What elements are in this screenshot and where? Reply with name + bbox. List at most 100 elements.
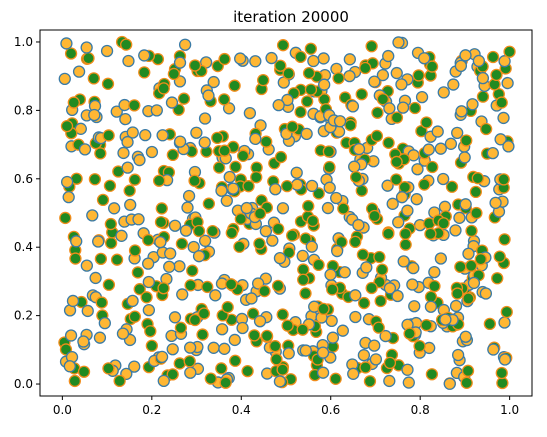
scatter-point	[503, 45, 516, 58]
scatter-point	[94, 147, 107, 160]
scatter-point	[182, 189, 196, 203]
scatter-point	[80, 41, 93, 54]
scatter-point	[188, 174, 201, 187]
scatter-point	[397, 255, 410, 268]
scatter-point	[165, 96, 179, 109]
scatter-point	[297, 273, 310, 286]
scatter-point	[88, 108, 101, 122]
scatter-point	[469, 185, 482, 199]
scatter-point	[67, 96, 80, 109]
scatter-point	[64, 47, 78, 60]
scatter-point	[428, 280, 441, 293]
scatter-point	[375, 263, 389, 276]
scatter-point	[82, 52, 95, 65]
scatter-point	[318, 78, 331, 91]
scatter-point	[108, 202, 121, 215]
scatter-point	[236, 321, 249, 335]
scatter-point	[391, 289, 404, 303]
scatter-point	[286, 120, 299, 133]
scatter-point	[233, 240, 246, 253]
scatter-point	[168, 219, 182, 232]
scatter-point	[420, 319, 433, 332]
scatter-point	[77, 335, 90, 348]
scatter-point	[437, 217, 450, 230]
scatter-point	[498, 55, 511, 68]
scatter-point	[224, 278, 238, 291]
scatter-point	[434, 252, 448, 265]
y-tick-label: 0.2	[14, 309, 33, 323]
scatter-point	[376, 93, 390, 106]
scatter-point	[234, 52, 247, 65]
scatter-point	[221, 301, 234, 314]
scatter-point	[215, 323, 229, 336]
scatter-point	[305, 240, 318, 253]
y-tick-label: 1.0	[14, 35, 33, 49]
scatter-point	[258, 284, 271, 298]
scatter-point	[207, 341, 220, 354]
scatter-point	[126, 126, 139, 139]
scatter-point	[390, 155, 403, 169]
scatter-point	[401, 204, 414, 217]
scatter-point	[115, 229, 128, 242]
scatter-point	[139, 128, 152, 142]
scatter-point	[368, 339, 381, 352]
scatter-point	[494, 133, 507, 146]
scatter-point	[347, 367, 360, 380]
scatter-point	[240, 201, 253, 215]
scatter-point	[152, 174, 166, 187]
chart-title: iteration 20000	[233, 8, 349, 26]
scatter-point	[177, 92, 191, 105]
scatter-point	[138, 49, 151, 62]
scatter-point	[502, 140, 515, 153]
scatter-point	[390, 111, 404, 124]
scatter-point	[98, 316, 111, 330]
scatter-point	[415, 90, 429, 104]
scatter-point	[253, 207, 267, 220]
scatter-point	[489, 196, 502, 210]
scatter-point	[406, 278, 419, 291]
scatter-point	[234, 212, 247, 226]
scatter-point	[323, 160, 336, 174]
scatter-point	[331, 244, 344, 258]
scatter-point	[459, 198, 472, 211]
scatter-point	[390, 173, 403, 186]
scatter-point	[179, 224, 193, 237]
scatter-point	[301, 95, 314, 108]
plot-frame	[39, 29, 533, 397]
scatter-point	[128, 173, 142, 186]
scatter-point	[413, 339, 426, 353]
scatter-point	[122, 54, 135, 68]
scatter-point	[104, 236, 118, 250]
scatter-point	[132, 213, 145, 226]
scatter-point	[218, 52, 231, 66]
scatter-point	[246, 307, 260, 320]
scatter-point	[133, 283, 146, 296]
scatter-point	[269, 183, 282, 196]
scatter-point	[402, 376, 415, 389]
scatter-point	[229, 160, 242, 173]
scatter-point	[294, 50, 307, 64]
scatter-point	[243, 106, 257, 120]
scatter-point	[245, 292, 258, 305]
scatter-point	[368, 209, 381, 223]
scatter-point	[451, 287, 464, 300]
scatter-point	[382, 136, 395, 149]
scatter-point	[445, 180, 459, 193]
scatter-point	[265, 51, 278, 65]
scatter-point	[102, 362, 115, 375]
scatter-point	[424, 300, 438, 313]
scatter-point	[459, 330, 472, 343]
scatter-point	[66, 294, 80, 308]
scatter-point	[381, 179, 394, 192]
scatter-point	[426, 160, 439, 174]
scatter-point	[201, 280, 214, 294]
scatter-point	[192, 250, 206, 263]
scatter-point	[219, 376, 232, 389]
scatter-point	[155, 202, 168, 215]
scatter-point	[181, 201, 194, 214]
scatter-point	[459, 49, 472, 62]
scatter-point	[206, 224, 219, 238]
scatter-point	[257, 74, 270, 87]
scatter-point	[92, 235, 105, 248]
scatter-point	[157, 82, 170, 95]
